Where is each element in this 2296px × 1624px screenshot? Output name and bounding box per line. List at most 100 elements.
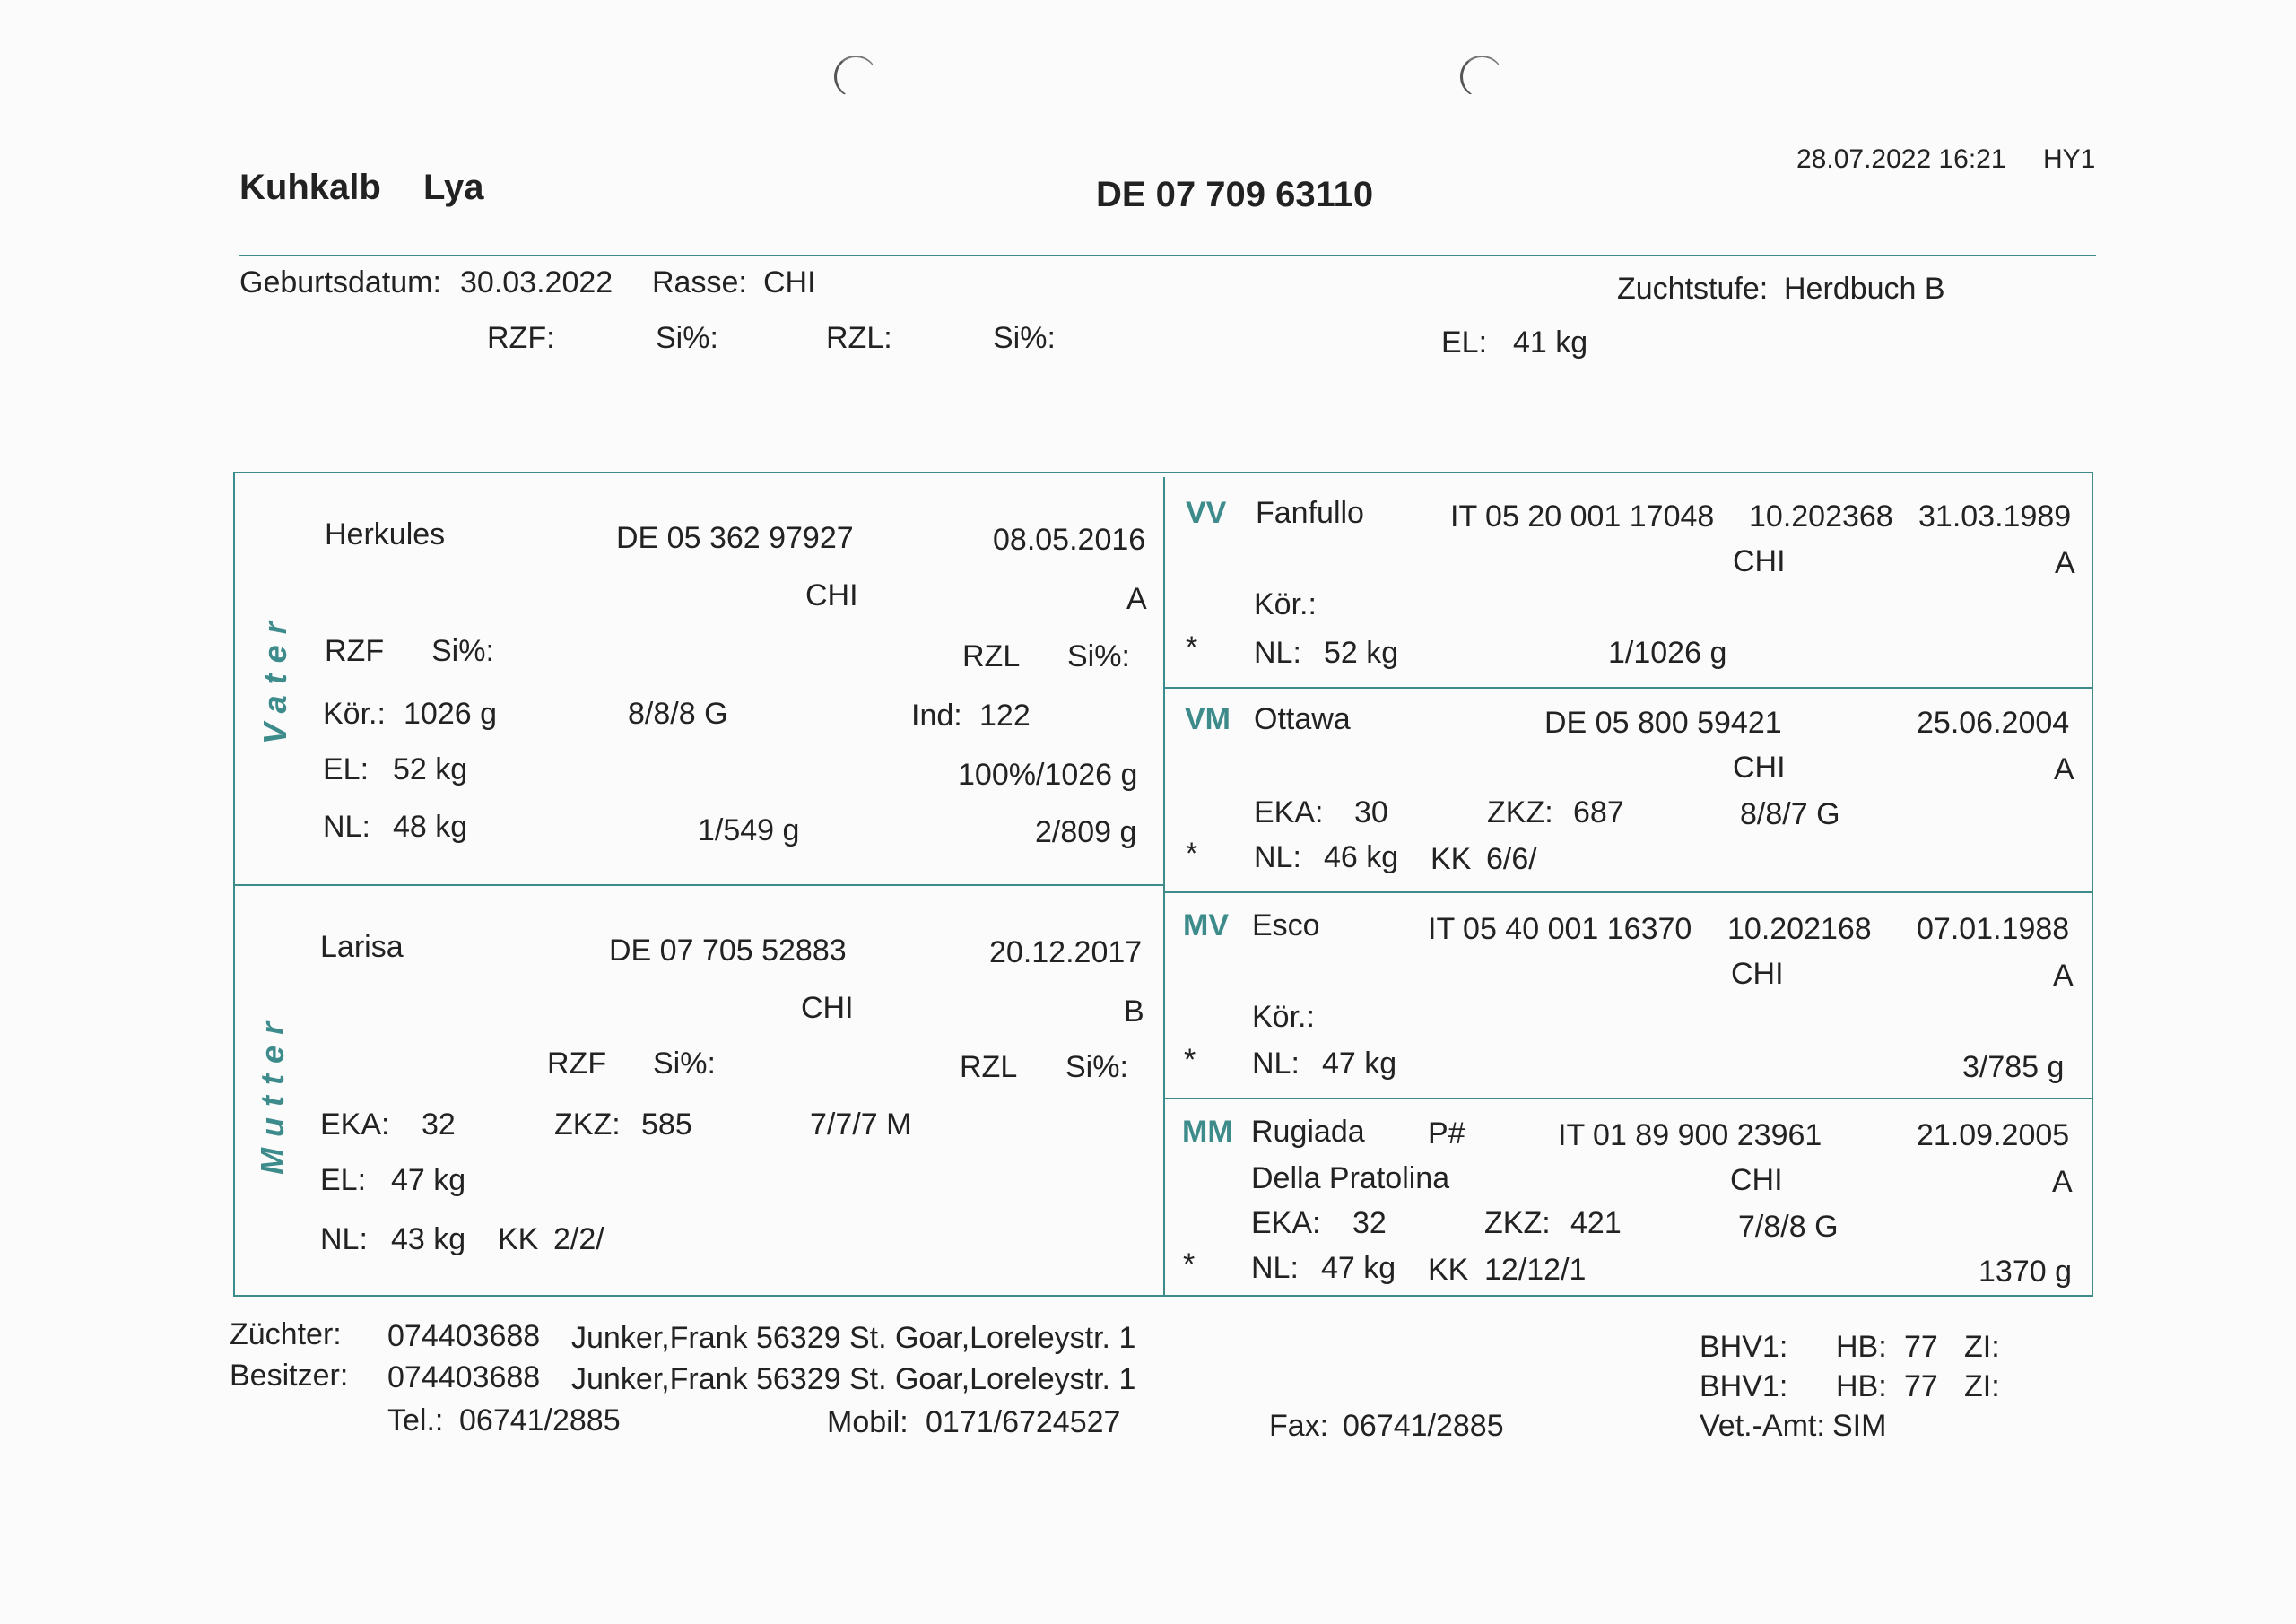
- vv-nl-label: NL:: [1254, 636, 1301, 670]
- vv-nl: 52 kg: [1324, 636, 1399, 670]
- zuechter-address: Junker,Frank 56329 St. Goar,Loreleystr. …: [571, 1321, 1136, 1355]
- mm-name2: Della Pratolina: [1251, 1161, 1450, 1195]
- vm-mv-divider: [1164, 891, 2092, 893]
- mm-kk: 12/12/1: [1484, 1253, 1587, 1287]
- mm-name: Rugiada: [1251, 1115, 1365, 1149]
- mm-nl-label: NL:: [1251, 1251, 1299, 1285]
- vater-side-label: Vater: [257, 611, 293, 744]
- mv-name: Esco: [1252, 908, 1320, 942]
- vv-grade: A: [2055, 546, 2075, 580]
- bhv1-label-2: BHV1:: [1700, 1369, 1788, 1403]
- vv-id: IT 05 20 001 17048: [1450, 499, 1715, 534]
- vet-value: SIM: [1832, 1409, 1887, 1443]
- vater-breed: CHI: [805, 578, 858, 612]
- mv-code: MV: [1183, 908, 1229, 942]
- vm-kk: 6/6/: [1486, 842, 1537, 876]
- vater-ind-label: Ind:: [911, 699, 962, 733]
- tel-label: Tel.:: [387, 1403, 444, 1437]
- mm-zkz-label: ZKZ:: [1484, 1206, 1551, 1240]
- mv-nl: 47 kg: [1322, 1046, 1397, 1081]
- besitzer-label: Besitzer:: [230, 1359, 349, 1393]
- hb-label-2: HB:: [1836, 1369, 1887, 1403]
- vater-kor-label: Kör.:: [323, 697, 386, 731]
- vm-name: Ottawa: [1254, 702, 1351, 736]
- mutter-name: Larisa: [320, 930, 404, 964]
- vater-ind: 122: [979, 699, 1031, 733]
- vm-code: VM: [1185, 702, 1231, 736]
- mm-date: 21.09.2005: [1917, 1118, 2070, 1152]
- mutter-el-label: EL:: [320, 1163, 367, 1197]
- fax-value: 06741/2885: [1343, 1409, 1504, 1443]
- vv-num: 10.202368: [1749, 499, 1893, 534]
- mm-id: IT 01 89 900 23961: [1558, 1118, 1822, 1152]
- breed-label: Rasse:: [652, 265, 747, 300]
- mutter-id: DE 07 705 52883: [609, 934, 847, 968]
- vater-pct: 100%/1026 g: [958, 758, 1138, 792]
- mm-code: MM: [1182, 1115, 1233, 1149]
- mm-star: *: [1183, 1247, 1196, 1281]
- stage-value: Herdbuch B: [1784, 272, 1945, 306]
- mutter-grade: B: [1124, 994, 1144, 1029]
- vater-grade: A: [1126, 582, 1147, 616]
- stage-label: Zuchtstufe:: [1617, 272, 1769, 306]
- vater-nl: 48 kg: [393, 810, 468, 844]
- parent-divider: [235, 884, 1164, 886]
- mv-num: 10.202168: [1727, 912, 1872, 946]
- zuechter-number: 074403688: [387, 1319, 541, 1353]
- vv-star: *: [1186, 630, 1198, 664]
- header-rule: [239, 255, 2096, 256]
- mutter-breed: CHI: [801, 991, 854, 1025]
- vater-el: 52 kg: [393, 752, 468, 786]
- besitzer-address: Junker,Frank 56329 St. Goar,Loreleystr. …: [571, 1362, 1136, 1396]
- mv-v: 3/785 g: [1962, 1050, 2065, 1084]
- print-timestamp: 28.07.2022 16:21: [1796, 144, 2006, 174]
- mutter-zkz-label: ZKZ:: [554, 1107, 621, 1142]
- vater-id: DE 05 362 97927: [616, 521, 854, 555]
- vater-nl-label: NL:: [323, 810, 370, 844]
- tel-value: 06741/2885: [459, 1403, 621, 1437]
- mv-mm-divider: [1164, 1098, 2092, 1099]
- si-label-2: Si%:: [993, 321, 1056, 355]
- punch-hole-left: [834, 56, 877, 98]
- mutter-date: 20.12.2017: [989, 935, 1143, 969]
- mv-id: IT 05 40 001 16370: [1428, 912, 1692, 946]
- hb-value-1: 77: [1904, 1330, 1938, 1364]
- vv-code: VV: [1186, 496, 1227, 530]
- vm-nl: 46 kg: [1324, 840, 1399, 874]
- title-name: Lya: [423, 168, 484, 207]
- hb-value-2: 77: [1904, 1369, 1938, 1403]
- mm-v: 1370 g: [1979, 1255, 2072, 1289]
- vm-kk-label: KK: [1431, 842, 1472, 876]
- vv-v: 1/1026 g: [1608, 636, 1727, 670]
- birth-date: 30.03.2022: [460, 265, 613, 300]
- mm-eka-label: EKA:: [1251, 1206, 1321, 1240]
- vm-zkz: 687: [1573, 795, 1624, 829]
- mm-zkz: 421: [1570, 1206, 1622, 1240]
- punch-hole-right: [1460, 56, 1503, 98]
- mutter-eka: 32: [422, 1107, 456, 1142]
- mutter-kk-label: KK: [498, 1222, 539, 1256]
- vater-si1: Si%:: [431, 634, 494, 668]
- mutter-kk: 2/2/: [553, 1222, 604, 1256]
- vater-rzf: RZF: [325, 634, 385, 668]
- besitzer-number: 074403688: [387, 1360, 541, 1394]
- bhv1-label-1: BHV1:: [1700, 1330, 1788, 1364]
- mv-star: *: [1184, 1043, 1196, 1077]
- mutter-side-label: Mutter: [254, 1012, 291, 1175]
- vm-star: *: [1186, 837, 1198, 871]
- mm-pflag: P#: [1428, 1116, 1465, 1151]
- mobil-label: Mobil:: [827, 1405, 909, 1439]
- si-label-1: Si%:: [656, 321, 718, 355]
- mobil-value: 0171/6724527: [926, 1405, 1121, 1439]
- mv-breed: CHI: [1731, 957, 1784, 991]
- mutter-si2: Si%:: [1065, 1050, 1128, 1084]
- vater-name: Herkules: [325, 517, 446, 551]
- vv-vm-divider: [1164, 687, 2092, 689]
- zi-label-1: ZI:: [1964, 1330, 2000, 1364]
- mutter-nl: 43 kg: [391, 1222, 466, 1256]
- mutter-rzf: RZF: [547, 1046, 607, 1081]
- vater-kor: 1026 g: [404, 697, 497, 731]
- vm-zkz-label: ZKZ:: [1487, 795, 1553, 829]
- vm-eka: 30: [1354, 795, 1388, 829]
- mutter-rzl: RZL: [960, 1050, 1018, 1084]
